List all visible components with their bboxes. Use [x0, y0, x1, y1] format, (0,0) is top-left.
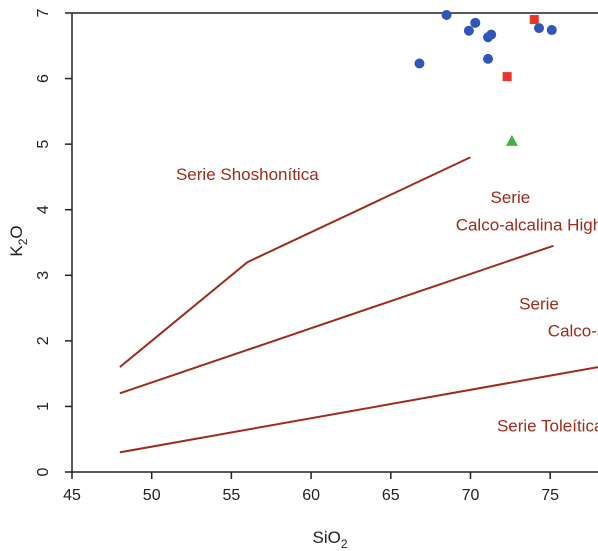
- annotation-shoshonitica: Serie Shoshonítica: [176, 165, 319, 184]
- x-tick-label: 45: [63, 487, 81, 504]
- y-tick-label: 7: [35, 8, 52, 17]
- y-tick-label: 6: [35, 74, 52, 83]
- x-tick-label: 60: [302, 487, 320, 504]
- data-point-circle: [483, 53, 494, 64]
- x-tick-label: 55: [222, 487, 240, 504]
- data-point-square: [529, 15, 539, 25]
- x-axis-label-subscript: 2: [341, 537, 348, 551]
- x-axis-label: SiO2: [312, 528, 347, 551]
- y-axis-label: K2O: [7, 225, 30, 256]
- y-tick-label: 3: [35, 271, 52, 280]
- data-point-square: [502, 72, 512, 82]
- y-tick-label: 5: [35, 140, 52, 149]
- x-tick-label: 75: [541, 487, 559, 504]
- data-point-circle: [470, 17, 481, 28]
- data-points-group: [414, 9, 557, 146]
- y-tick-label: 2: [35, 336, 52, 345]
- data-point-circle: [534, 23, 545, 34]
- data-point-circle: [546, 25, 557, 36]
- annotation-toleitica: Serie Toleítica: [497, 416, 598, 435]
- data-point-circle: [441, 9, 452, 20]
- x-tick-label: 50: [143, 487, 161, 504]
- annotation-highk-1: Serie: [490, 188, 530, 207]
- x-tick-label: 65: [382, 487, 400, 504]
- annotation-calco-2: Calco-alcalina: [548, 321, 598, 340]
- y-tick-label: 0: [35, 467, 52, 476]
- series-boundary-line: [119, 156, 471, 368]
- y-tick-label: 1: [35, 402, 52, 411]
- series-boundary-line: [119, 244, 554, 395]
- data-point-circle: [486, 29, 497, 40]
- data-point-circle: [414, 58, 425, 69]
- x-tick-label: 70: [462, 487, 480, 504]
- series-boundary-line: [119, 366, 598, 454]
- data-point-circle: [463, 25, 474, 36]
- annotation-calco-1: Serie: [519, 294, 559, 313]
- data-point-triangle: [505, 134, 518, 146]
- annotations-group: Serie Shoshonítica Serie Calco-alcalina Hi…: [176, 165, 598, 435]
- annotation-highk-2: Calco-alcalina High-K: [456, 216, 598, 235]
- boundary-lines-group: [119, 156, 598, 454]
- y-tick-label: 4: [35, 205, 52, 214]
